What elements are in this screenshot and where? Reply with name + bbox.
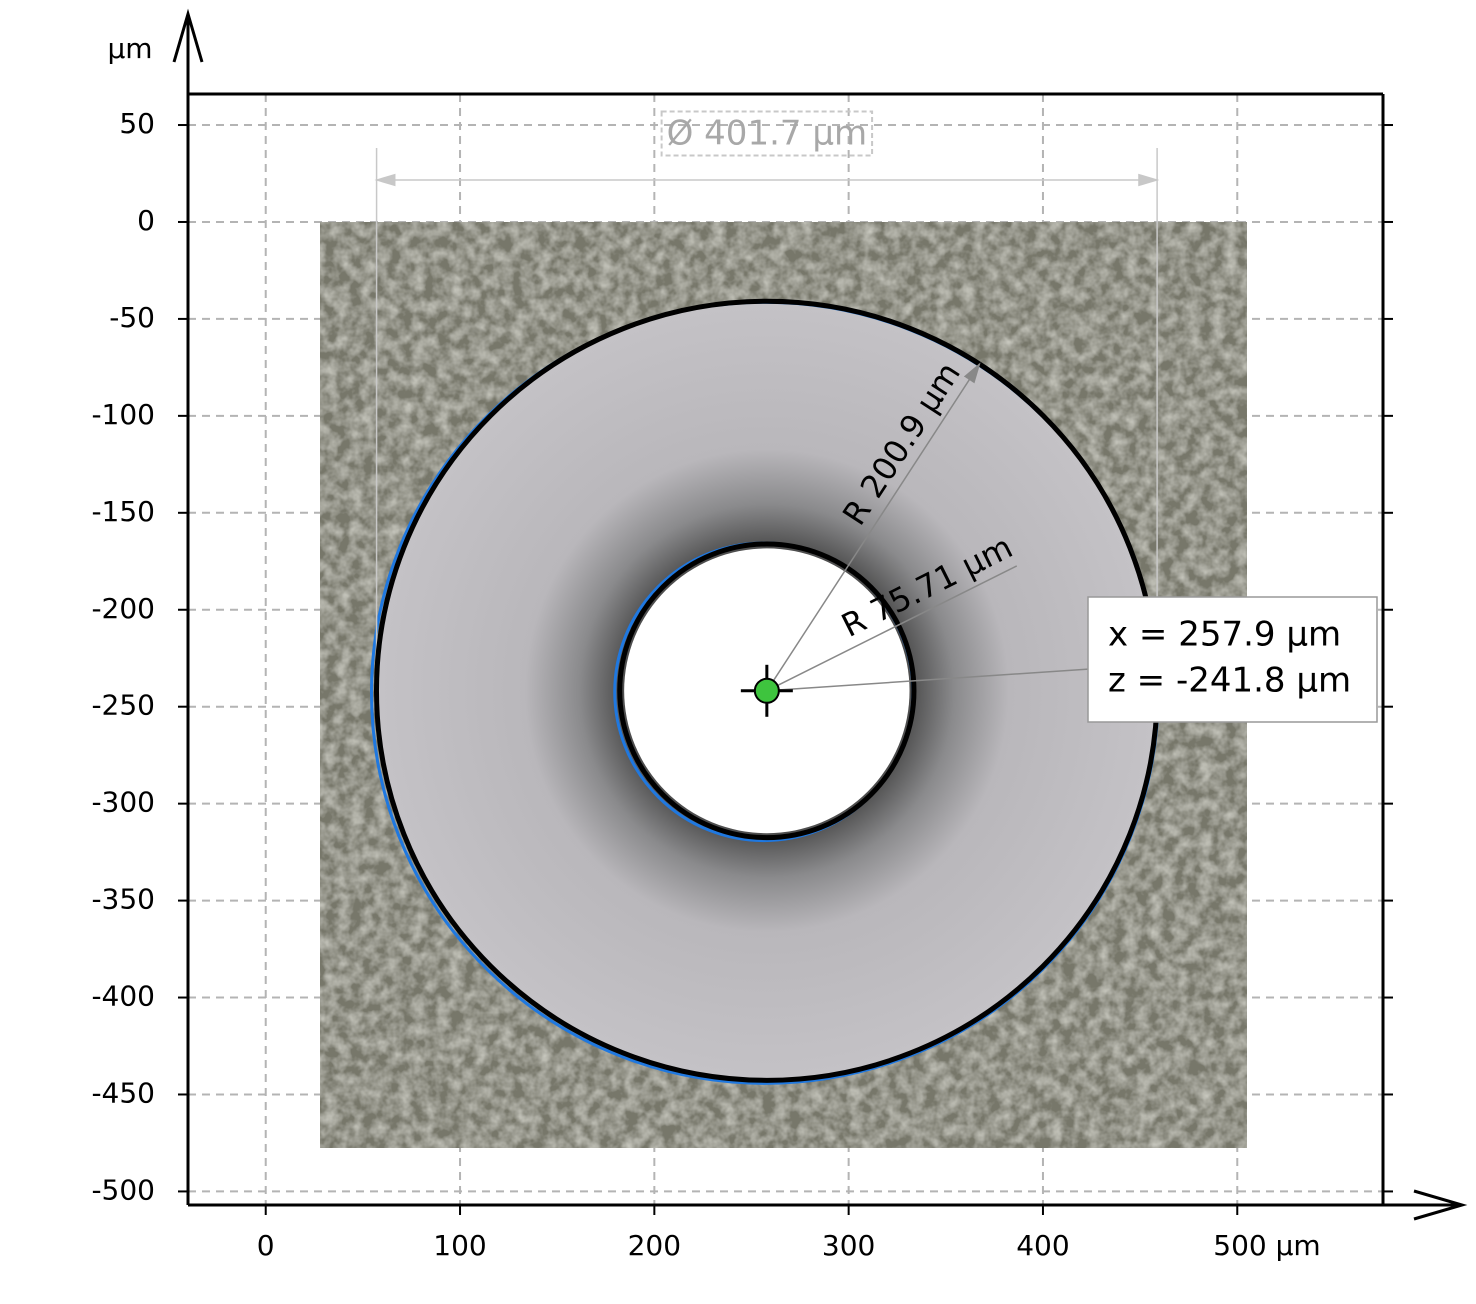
x-tick-label: 400 [1016,1229,1069,1262]
x-tick-label: 100 [433,1229,486,1262]
y-tick-label: -100 [91,398,155,431]
radius-leader [766,565,1018,692]
center-x-label: x = 257.9 µm [1108,615,1341,655]
y-tick-label: 50 [119,107,155,140]
x-tick-label: 0 [257,1229,275,1262]
y-tick-label: -350 [91,883,155,916]
center-leader [766,668,1091,692]
center-point [753,677,780,704]
y-tick-label: -300 [91,786,155,819]
x-tick-label: 200 [628,1229,681,1262]
y-axis-arrow [172,8,204,63]
y-tick-label: -400 [91,980,155,1013]
y-tick-label: -150 [91,495,155,528]
y-tick-label: -50 [109,301,155,334]
x-axis-arrow [1413,1189,1468,1221]
fitted-circle [617,541,917,841]
diameter-label: Ø 401.7 µm [667,114,867,154]
y-tick-label: -450 [91,1076,155,1109]
y-tick-label: 0 [137,204,155,237]
y-tick-label: -500 [91,1173,155,1206]
x-tick-label: 300 [822,1229,875,1262]
center-label-box [1087,596,1378,723]
center-z-label: z = -241.8 µm [1108,661,1351,701]
y-tick-label: -200 [91,592,155,625]
marks-layer: Ø 401.7 µmR 200.9 µmR 75.71 µm x = 257.9 … [369,110,1378,1085]
x-tick-label: 500 µm [1213,1229,1320,1262]
radius-leader [766,362,981,692]
y-axis-label: µm [107,32,152,65]
diameter-label-box [660,110,874,157]
axes-layer: µm 0 100 200 300 400 500 µm 50 0 -50 -100 -150 -200… [91,8,1468,1262]
y-tick-label: -250 [91,689,155,722]
